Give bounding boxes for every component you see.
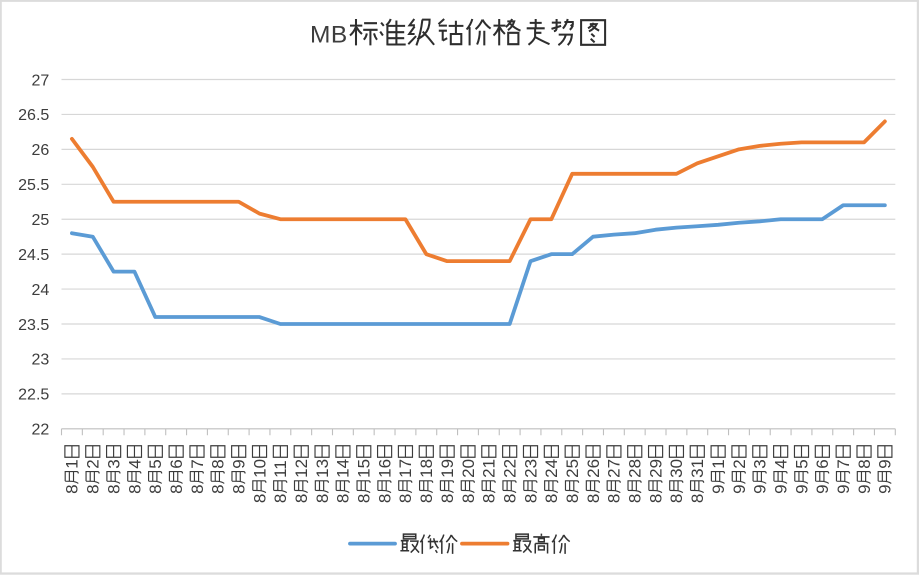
svg-text:18: 18 bbox=[417, 459, 436, 478]
svg-text:10: 10 bbox=[250, 459, 269, 478]
svg-text:31: 31 bbox=[688, 459, 707, 478]
svg-text:26: 26 bbox=[32, 142, 50, 159]
svg-text:8: 8 bbox=[292, 494, 311, 503]
svg-text:8: 8 bbox=[563, 494, 582, 503]
svg-text:1: 1 bbox=[709, 459, 728, 468]
svg-text:4: 4 bbox=[771, 459, 790, 468]
svg-text:8: 8 bbox=[188, 484, 207, 493]
svg-text:8: 8 bbox=[584, 494, 603, 503]
svg-text:9: 9 bbox=[834, 484, 853, 493]
svg-text:8: 8 bbox=[521, 494, 540, 503]
svg-text:8: 8 bbox=[104, 484, 123, 493]
svg-text:9: 9 bbox=[855, 484, 874, 493]
svg-text:19: 19 bbox=[438, 459, 457, 478]
svg-text:28: 28 bbox=[626, 459, 645, 478]
svg-text:16: 16 bbox=[375, 459, 394, 478]
svg-text:23.5: 23.5 bbox=[18, 317, 49, 334]
svg-text:9: 9 bbox=[709, 484, 728, 493]
svg-text:8: 8 bbox=[209, 459, 228, 468]
svg-text:8: 8 bbox=[313, 494, 332, 503]
svg-text:8: 8 bbox=[438, 494, 457, 503]
svg-text:21: 21 bbox=[480, 459, 499, 478]
svg-text:8: 8 bbox=[229, 484, 248, 493]
svg-text:9: 9 bbox=[792, 484, 811, 493]
svg-text:4: 4 bbox=[125, 459, 144, 468]
svg-text:8: 8 bbox=[209, 484, 228, 493]
svg-text:23: 23 bbox=[521, 459, 540, 478]
svg-text:2: 2 bbox=[84, 459, 103, 468]
svg-text:3: 3 bbox=[104, 459, 123, 468]
svg-text:30: 30 bbox=[667, 459, 686, 478]
svg-text:25.5: 25.5 bbox=[18, 177, 49, 194]
svg-text:29: 29 bbox=[646, 459, 665, 478]
svg-text:6: 6 bbox=[167, 459, 186, 468]
svg-text:8: 8 bbox=[500, 494, 519, 503]
svg-text:26.5: 26.5 bbox=[18, 107, 49, 124]
svg-text:11: 11 bbox=[271, 460, 290, 478]
svg-text:23: 23 bbox=[32, 352, 50, 369]
svg-text:8: 8 bbox=[375, 494, 394, 503]
svg-text:9: 9 bbox=[876, 459, 895, 468]
svg-text:8: 8 bbox=[84, 484, 103, 493]
svg-text:5: 5 bbox=[792, 459, 811, 468]
svg-text:13: 13 bbox=[313, 459, 332, 478]
svg-text:24.5: 24.5 bbox=[18, 247, 49, 264]
svg-text:14: 14 bbox=[334, 459, 353, 478]
svg-text:8: 8 bbox=[605, 494, 624, 503]
svg-text:22: 22 bbox=[32, 422, 50, 439]
svg-text:7: 7 bbox=[834, 459, 853, 468]
svg-text:22.5: 22.5 bbox=[18, 387, 49, 404]
svg-text:8: 8 bbox=[396, 494, 415, 503]
svg-text:8: 8 bbox=[480, 494, 499, 503]
svg-text:8: 8 bbox=[626, 494, 645, 503]
svg-text:24: 24 bbox=[542, 459, 561, 478]
svg-text:8: 8 bbox=[63, 484, 82, 493]
svg-text:8: 8 bbox=[167, 484, 186, 493]
svg-text:8: 8 bbox=[542, 494, 561, 503]
svg-text:9: 9 bbox=[730, 484, 749, 493]
svg-text:9: 9 bbox=[771, 484, 790, 493]
svg-text:8: 8 bbox=[688, 494, 707, 503]
svg-text:2: 2 bbox=[730, 459, 749, 468]
svg-text:15: 15 bbox=[355, 459, 374, 478]
svg-text:25: 25 bbox=[563, 459, 582, 478]
svg-text:9: 9 bbox=[813, 484, 832, 493]
svg-text:26: 26 bbox=[584, 459, 603, 478]
svg-text:1: 1 bbox=[63, 459, 82, 468]
svg-text:12: 12 bbox=[292, 459, 311, 478]
svg-text:9: 9 bbox=[229, 459, 248, 468]
svg-text:8: 8 bbox=[250, 494, 269, 503]
svg-text:22: 22 bbox=[500, 459, 519, 478]
svg-text:8: 8 bbox=[646, 494, 665, 503]
svg-text:7: 7 bbox=[188, 459, 207, 468]
svg-text:9: 9 bbox=[876, 484, 895, 493]
svg-text:MB: MB bbox=[310, 21, 348, 48]
svg-text:8: 8 bbox=[271, 494, 290, 503]
svg-text:8: 8 bbox=[125, 484, 144, 493]
svg-text:25: 25 bbox=[32, 212, 50, 229]
svg-text:27: 27 bbox=[605, 459, 624, 478]
svg-text:5: 5 bbox=[146, 459, 165, 468]
svg-text:6: 6 bbox=[813, 459, 832, 468]
svg-text:27: 27 bbox=[32, 72, 50, 89]
svg-text:20: 20 bbox=[459, 459, 478, 478]
svg-text:24: 24 bbox=[32, 282, 50, 299]
svg-text:17: 17 bbox=[396, 459, 415, 478]
svg-text:8: 8 bbox=[355, 494, 374, 503]
svg-text:8: 8 bbox=[667, 494, 686, 503]
svg-text:8: 8 bbox=[417, 494, 436, 503]
svg-text:8: 8 bbox=[855, 459, 874, 468]
svg-text:8: 8 bbox=[459, 494, 478, 503]
svg-text:3: 3 bbox=[751, 459, 770, 468]
svg-text:8: 8 bbox=[146, 484, 165, 493]
svg-text:8: 8 bbox=[334, 494, 353, 503]
svg-text:9: 9 bbox=[751, 484, 770, 493]
